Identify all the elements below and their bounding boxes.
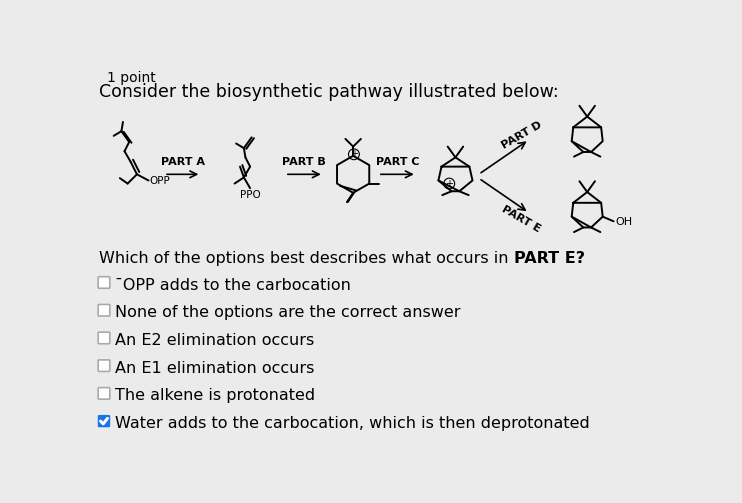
Text: PART A: PART A <box>161 156 205 166</box>
FancyBboxPatch shape <box>98 415 111 427</box>
FancyBboxPatch shape <box>98 304 110 316</box>
Text: PPO: PPO <box>240 190 261 200</box>
Text: Consider the biosynthetic pathway illustrated below:: Consider the biosynthetic pathway illust… <box>99 83 559 102</box>
Text: An E2 elimination occurs: An E2 elimination occurs <box>115 333 315 348</box>
Text: OH: OH <box>615 217 632 227</box>
Text: PART B: PART B <box>283 156 326 166</box>
FancyBboxPatch shape <box>98 360 110 371</box>
Text: 1 point: 1 point <box>107 71 156 85</box>
FancyBboxPatch shape <box>98 277 110 288</box>
Text: An E1 elimination occurs: An E1 elimination occurs <box>115 361 315 376</box>
Text: OPP: OPP <box>149 176 170 186</box>
Text: Which of the options best describes what occurs in: Which of the options best describes what… <box>99 252 513 266</box>
Text: PART D: PART D <box>500 120 544 151</box>
Text: PART C: PART C <box>375 156 419 166</box>
FancyBboxPatch shape <box>98 332 110 344</box>
Text: None of the options are the correct answer: None of the options are the correct answ… <box>115 305 461 320</box>
Text: PART E?: PART E? <box>513 252 585 266</box>
Text: +: + <box>350 149 358 159</box>
Text: The alkene is protonated: The alkene is protonated <box>115 388 315 403</box>
Text: +: + <box>445 179 453 189</box>
Text: Water adds to the carbocation, which is then deprotonated: Water adds to the carbocation, which is … <box>115 416 590 431</box>
Text: PART E: PART E <box>500 204 542 234</box>
FancyBboxPatch shape <box>98 388 110 399</box>
Text: ¯OPP adds to the carbocation: ¯OPP adds to the carbocation <box>115 278 351 293</box>
